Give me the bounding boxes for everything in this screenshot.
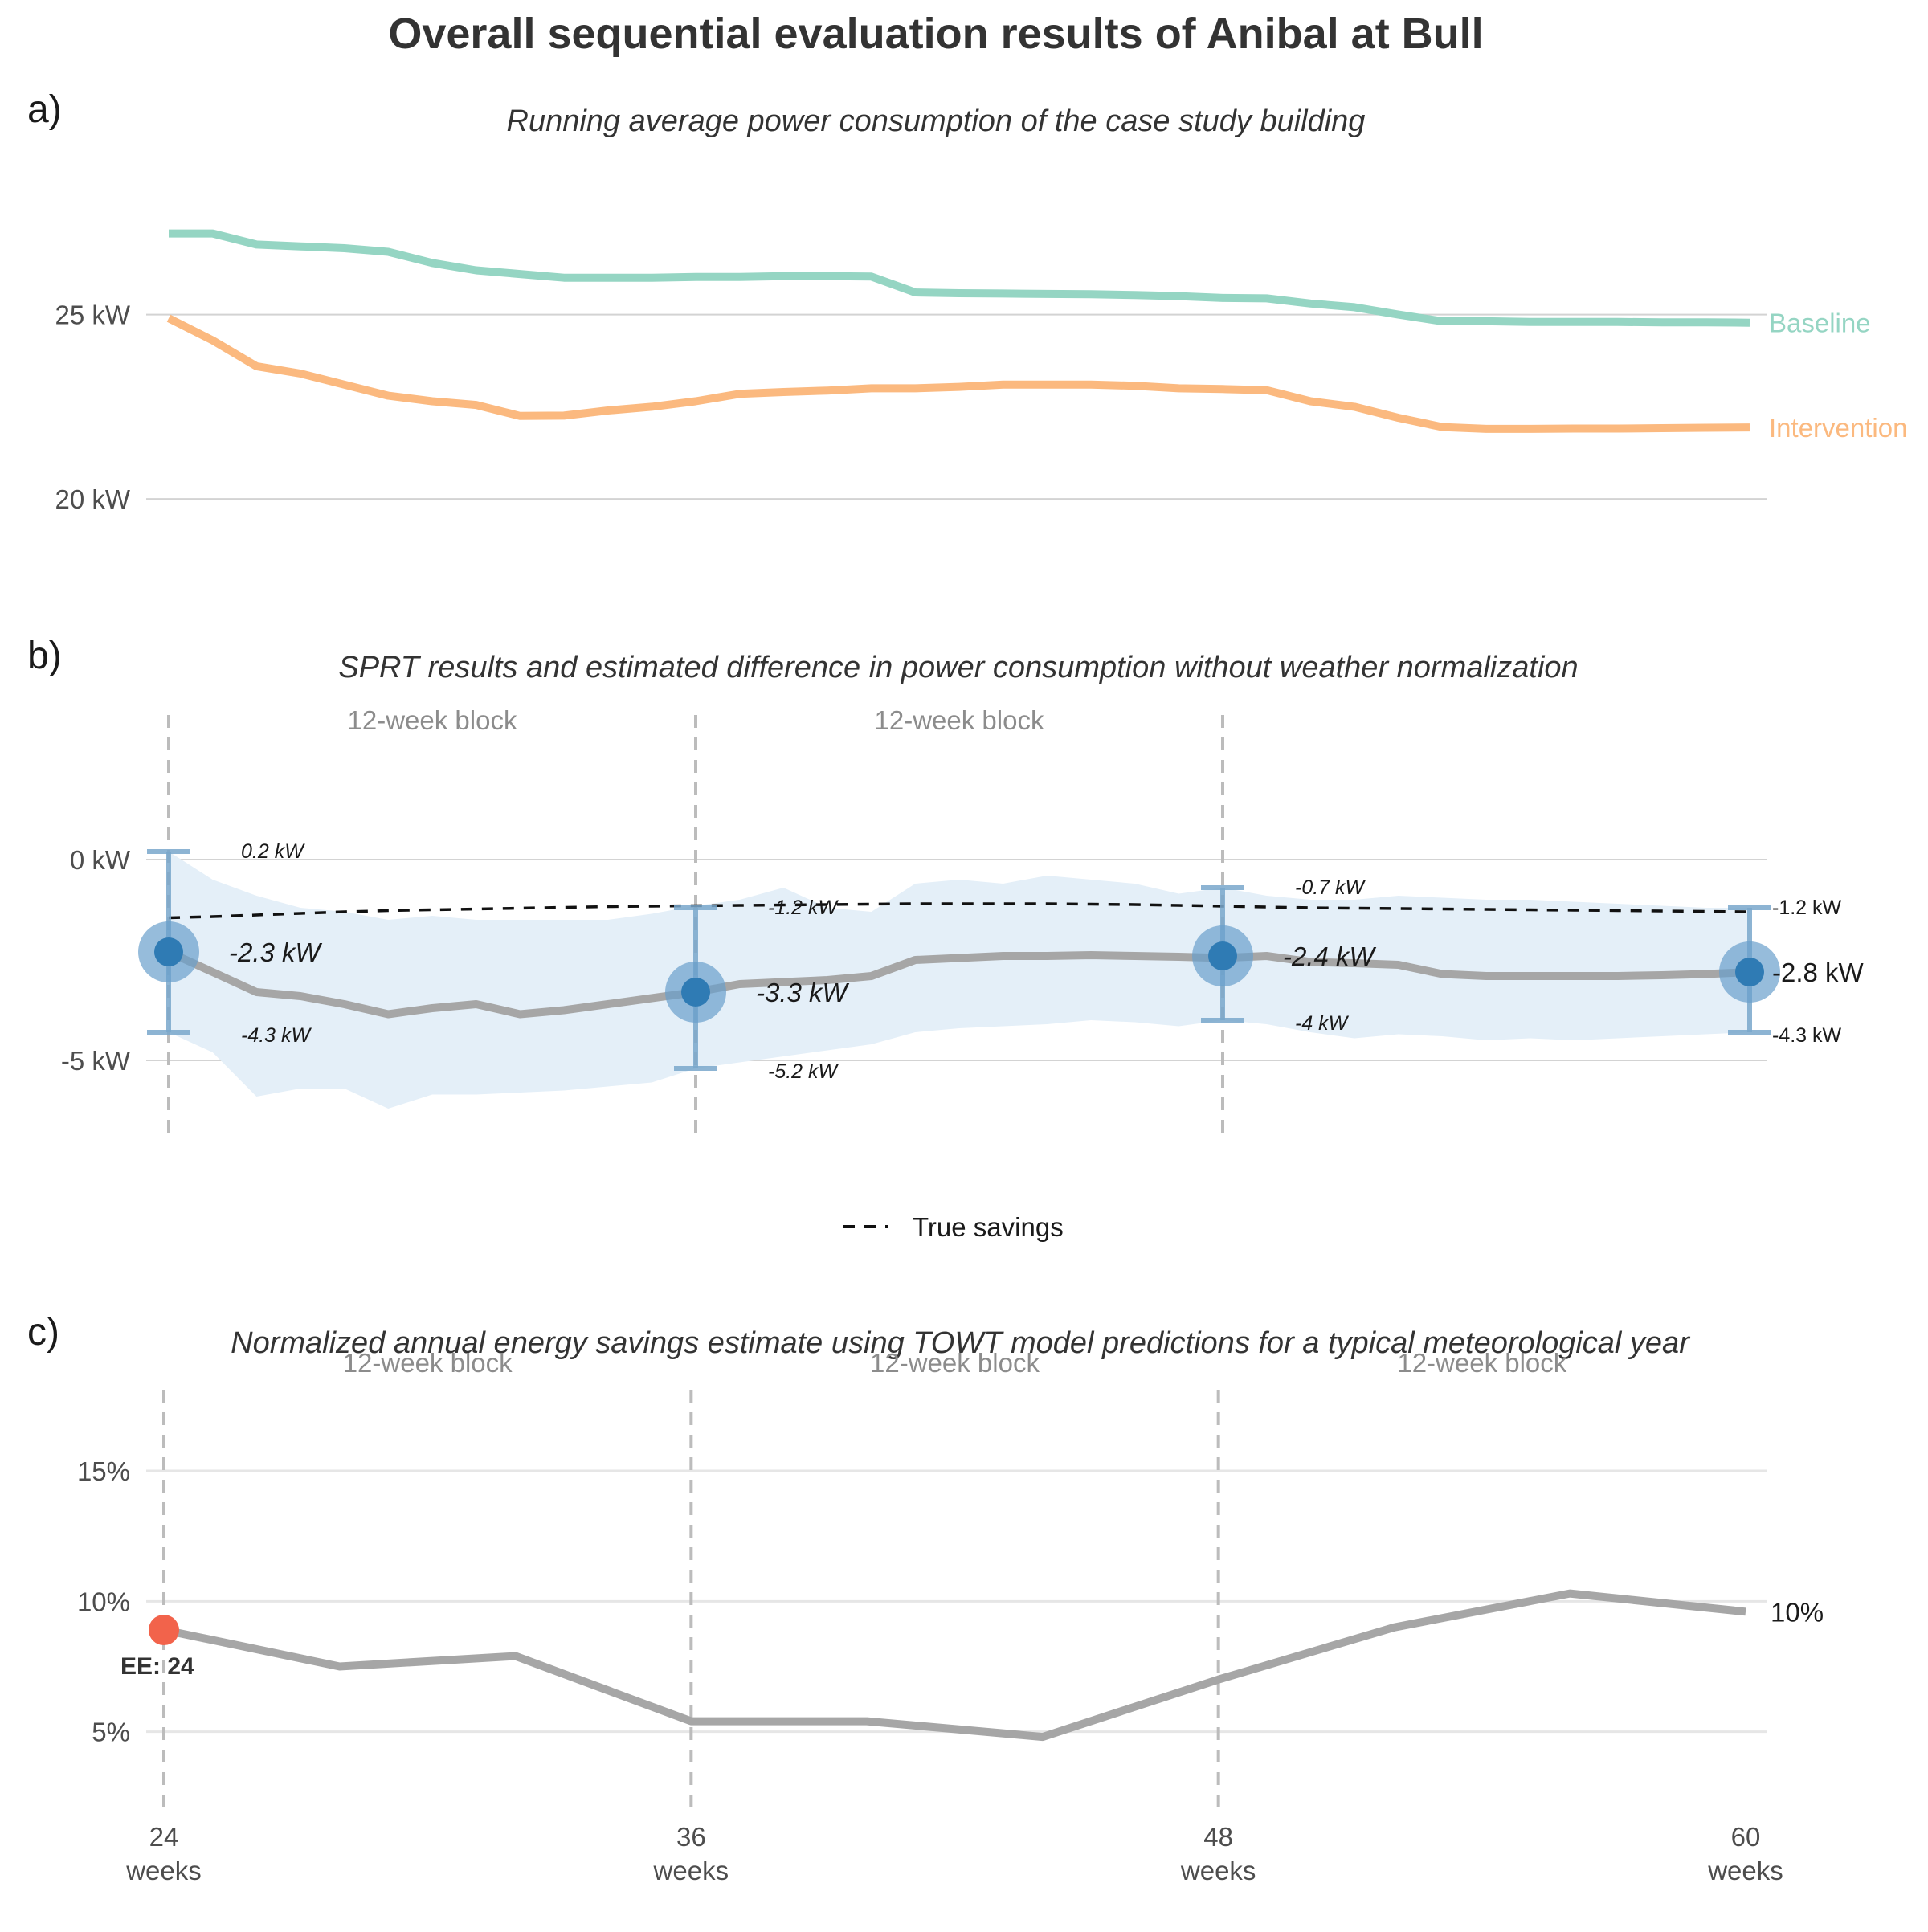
panel-b-sprt-upper-label: -1.2 kW [768,897,839,919]
panel-b-y-tick-label: 0 kW [70,845,131,875]
panel-c-ee-label: EE: 24 [120,1653,194,1680]
x-tick-value: 36 [676,1822,706,1852]
x-tick-unit: weeks [1707,1856,1783,1885]
panel-a-y-tick-label: 20 kW [55,484,130,514]
x-tick-value: 24 [149,1822,179,1852]
panel-b-estimate-line [166,948,1750,1019]
panel-c-plot: 5% 10% 15% 12-week block 12-week block 12-wee… [77,1348,1824,1817]
panel-a-series-intervention-line [166,314,1750,433]
panel-a-subtitle: Running average power consumption of the… [507,104,1366,138]
panel-b-sprt-upper-label: -0.7 kW [1295,876,1366,899]
panel-a-y-tick-label: 25 kW [55,300,130,330]
panel-c-subtitle: Normalized annual energy savings estimat… [231,1326,1690,1360]
panel-b-sprt-point [154,937,183,966]
panel-b-sprt-value-label: -2.4 kW [1283,941,1377,971]
x-tick-unit: weeks [125,1856,202,1885]
panel-c-tag: c) [27,1311,59,1354]
panel-b-sprt-point [1735,958,1764,986]
x-tick-unit: weeks [1180,1856,1256,1885]
panel-b-subtitle: SPRT results and estimated difference in… [338,651,1578,684]
x-tick-value: 48 [1203,1822,1233,1852]
chart-title: Overall sequential evaluation results of… [388,10,1483,58]
panel-b-sprt-point [1208,941,1237,970]
panel-a-series-intervention-label: Intervention [1769,413,1907,443]
panel-b-sprt-value-label: -3.3 kW [756,978,850,1007]
panel-b-sprt-upper-label: 0.2 kW [241,840,305,863]
x-axis: 24 weeks 36 weeks 48 weeks 60 weeks [125,1822,1783,1885]
panel-b-sprt-upper-label: -1.2 kW [1772,897,1842,919]
panel-b-sprt-lower-label: -5.2 kW [768,1060,839,1083]
panel-b-sprt-lower-label: -4.3 kW [241,1024,312,1047]
panel-a-series-baseline-line [169,229,1750,327]
panel-c-savings-line [162,1589,1746,1742]
panel-b-sprt-point [681,978,710,1007]
panel-b-block-label: 12-week block [348,705,517,735]
legend-true-savings-label: True savings [913,1212,1064,1242]
panel-b-sprt-value-label: -2.3 kW [229,937,323,967]
panel-c-block-label: 12-week block [1397,1348,1566,1378]
panel-a-tag: a) [27,88,62,131]
panel-a-series-baseline-label: Baseline [1769,308,1871,338]
panel-c-end-label: 10% [1771,1597,1824,1627]
panel-b-y-tick-label: -5 kW [61,1046,131,1076]
panel-a-plot: 20 kW 25 kW Baseline Intervention [55,229,1907,514]
panel-c-block-label: 12-week block [343,1348,513,1378]
panel-b-confidence-band [169,852,1750,1109]
panel-c-y-tick-label: 10% [77,1587,130,1616]
panel-b-plot: 0 kW -5 kW 12-week block 12-week block -2.3 … [61,705,1865,1133]
panel-c-y-tick-label: 5% [92,1718,130,1747]
panel-b-sprt-value-label: -2.8 kW [1772,958,1865,987]
panel-c-y-tick-label: 15% [77,1456,130,1486]
panel-b-sprt-lower-label: -4 kW [1295,1012,1350,1035]
panel-b-true-savings-line [168,902,1750,920]
panel-b-sprt-lower-label: -4.3 kW [1772,1024,1842,1047]
panel-c-ee-point [149,1615,179,1646]
legend-true-savings: True savings [844,1212,1064,1242]
x-tick-unit: weeks [653,1856,729,1885]
x-tick-value: 60 [1731,1822,1761,1852]
panel-c-block-label: 12-week block [870,1348,1040,1378]
panel-b-block-label: 12-week block [875,705,1044,735]
panel-b-tag: b) [27,635,62,677]
